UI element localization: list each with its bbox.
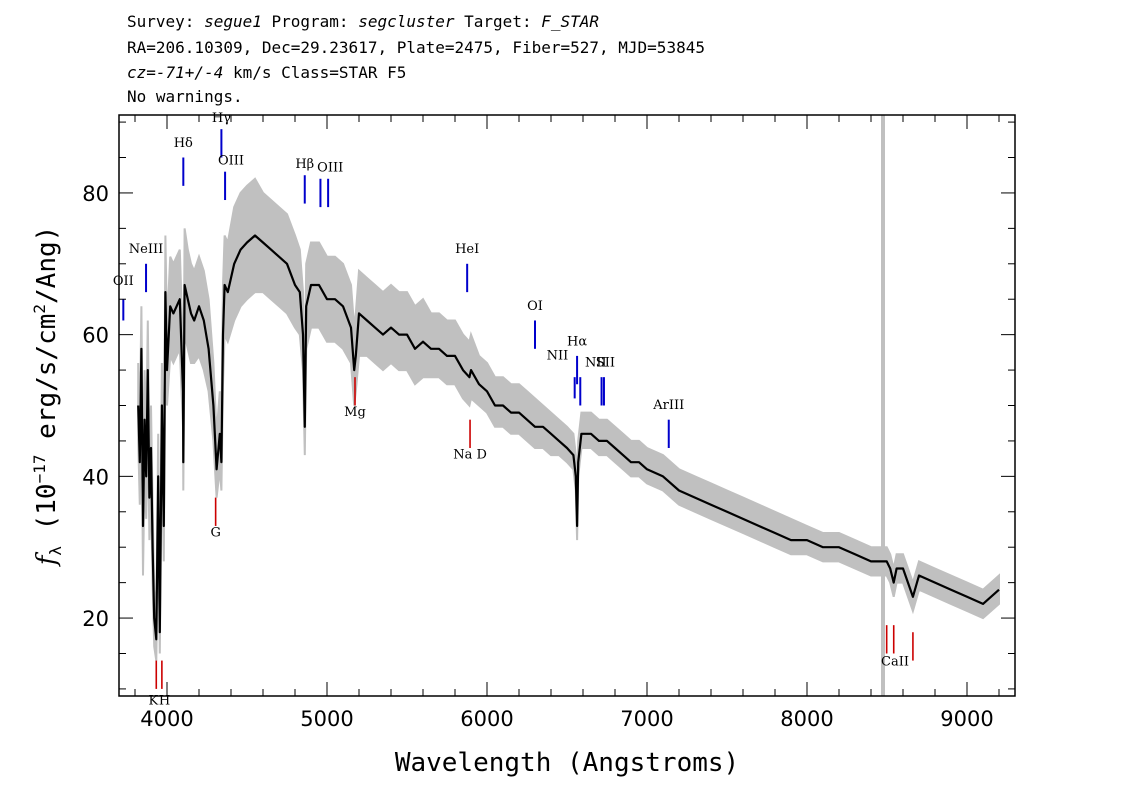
redshift-value: cz=-71+/-4 [127,63,224,82]
error-band [137,177,1000,661]
absorption-line-label: K [149,694,159,709]
header-line-1: Survey: segue1 Program: segcluster Targe… [127,12,600,31]
emission-line-label: Hβ [295,157,314,172]
emission-line-label: SII [596,356,615,371]
emission-line-label: OIII [218,154,244,169]
absorption-line-label: CaII [881,655,909,670]
x-axis-title: Wavelength (Angstroms) [395,748,739,778]
emission-line-label: Hα [567,334,587,349]
emission-line-label: ArIII [652,398,684,413]
y-tick-label: 40 [82,465,109,489]
header-line-3: cz=-71+/-4 km/s Class=STAR F5 [127,63,407,82]
x-tick-label: 6000 [460,707,513,731]
survey-value: segue1 [204,12,262,31]
absorption-line-label: G [210,526,220,541]
emission-line-label: NeIII [129,242,163,257]
y-tick-label: 60 [82,324,109,348]
x-tick-label: 4000 [140,707,193,731]
emission-line-label: OI [527,299,543,314]
flux-line [137,234,1000,641]
x-tick-label: 7000 [620,707,673,731]
x-tick-label: 5000 [300,707,353,731]
target-value: F_STAR [541,12,600,31]
y-axis-title: fλ (10−17 erg/s/cm2/Ang) [30,226,65,568]
x-tick-label: 9000 [940,707,993,731]
plot-area [122,115,1000,696]
y-tick-label: 20 [82,607,109,631]
emission-line-label: Hγ [212,111,231,126]
emission-line-label: NII [585,356,607,371]
program-value: segcluster [358,12,455,31]
absorption-line-label: Na D [453,448,487,463]
emission-line-label: HeI [455,242,479,257]
header-line-2: RA=206.10309, Dec=29.23617, Plate=2475, … [127,38,705,57]
emission-line-label: OII [113,274,134,289]
emission-line-label: OIII [317,161,343,176]
emission-line-label: NII [547,348,569,363]
y-tick-label: 80 [82,182,109,206]
x-tick-label: 8000 [780,707,833,731]
emission-line-label: Hδ [174,136,193,151]
absorption-line-label: Mg [344,405,366,420]
header-line-4: No warnings. [127,87,243,106]
absorption-line-label: H [159,694,170,709]
